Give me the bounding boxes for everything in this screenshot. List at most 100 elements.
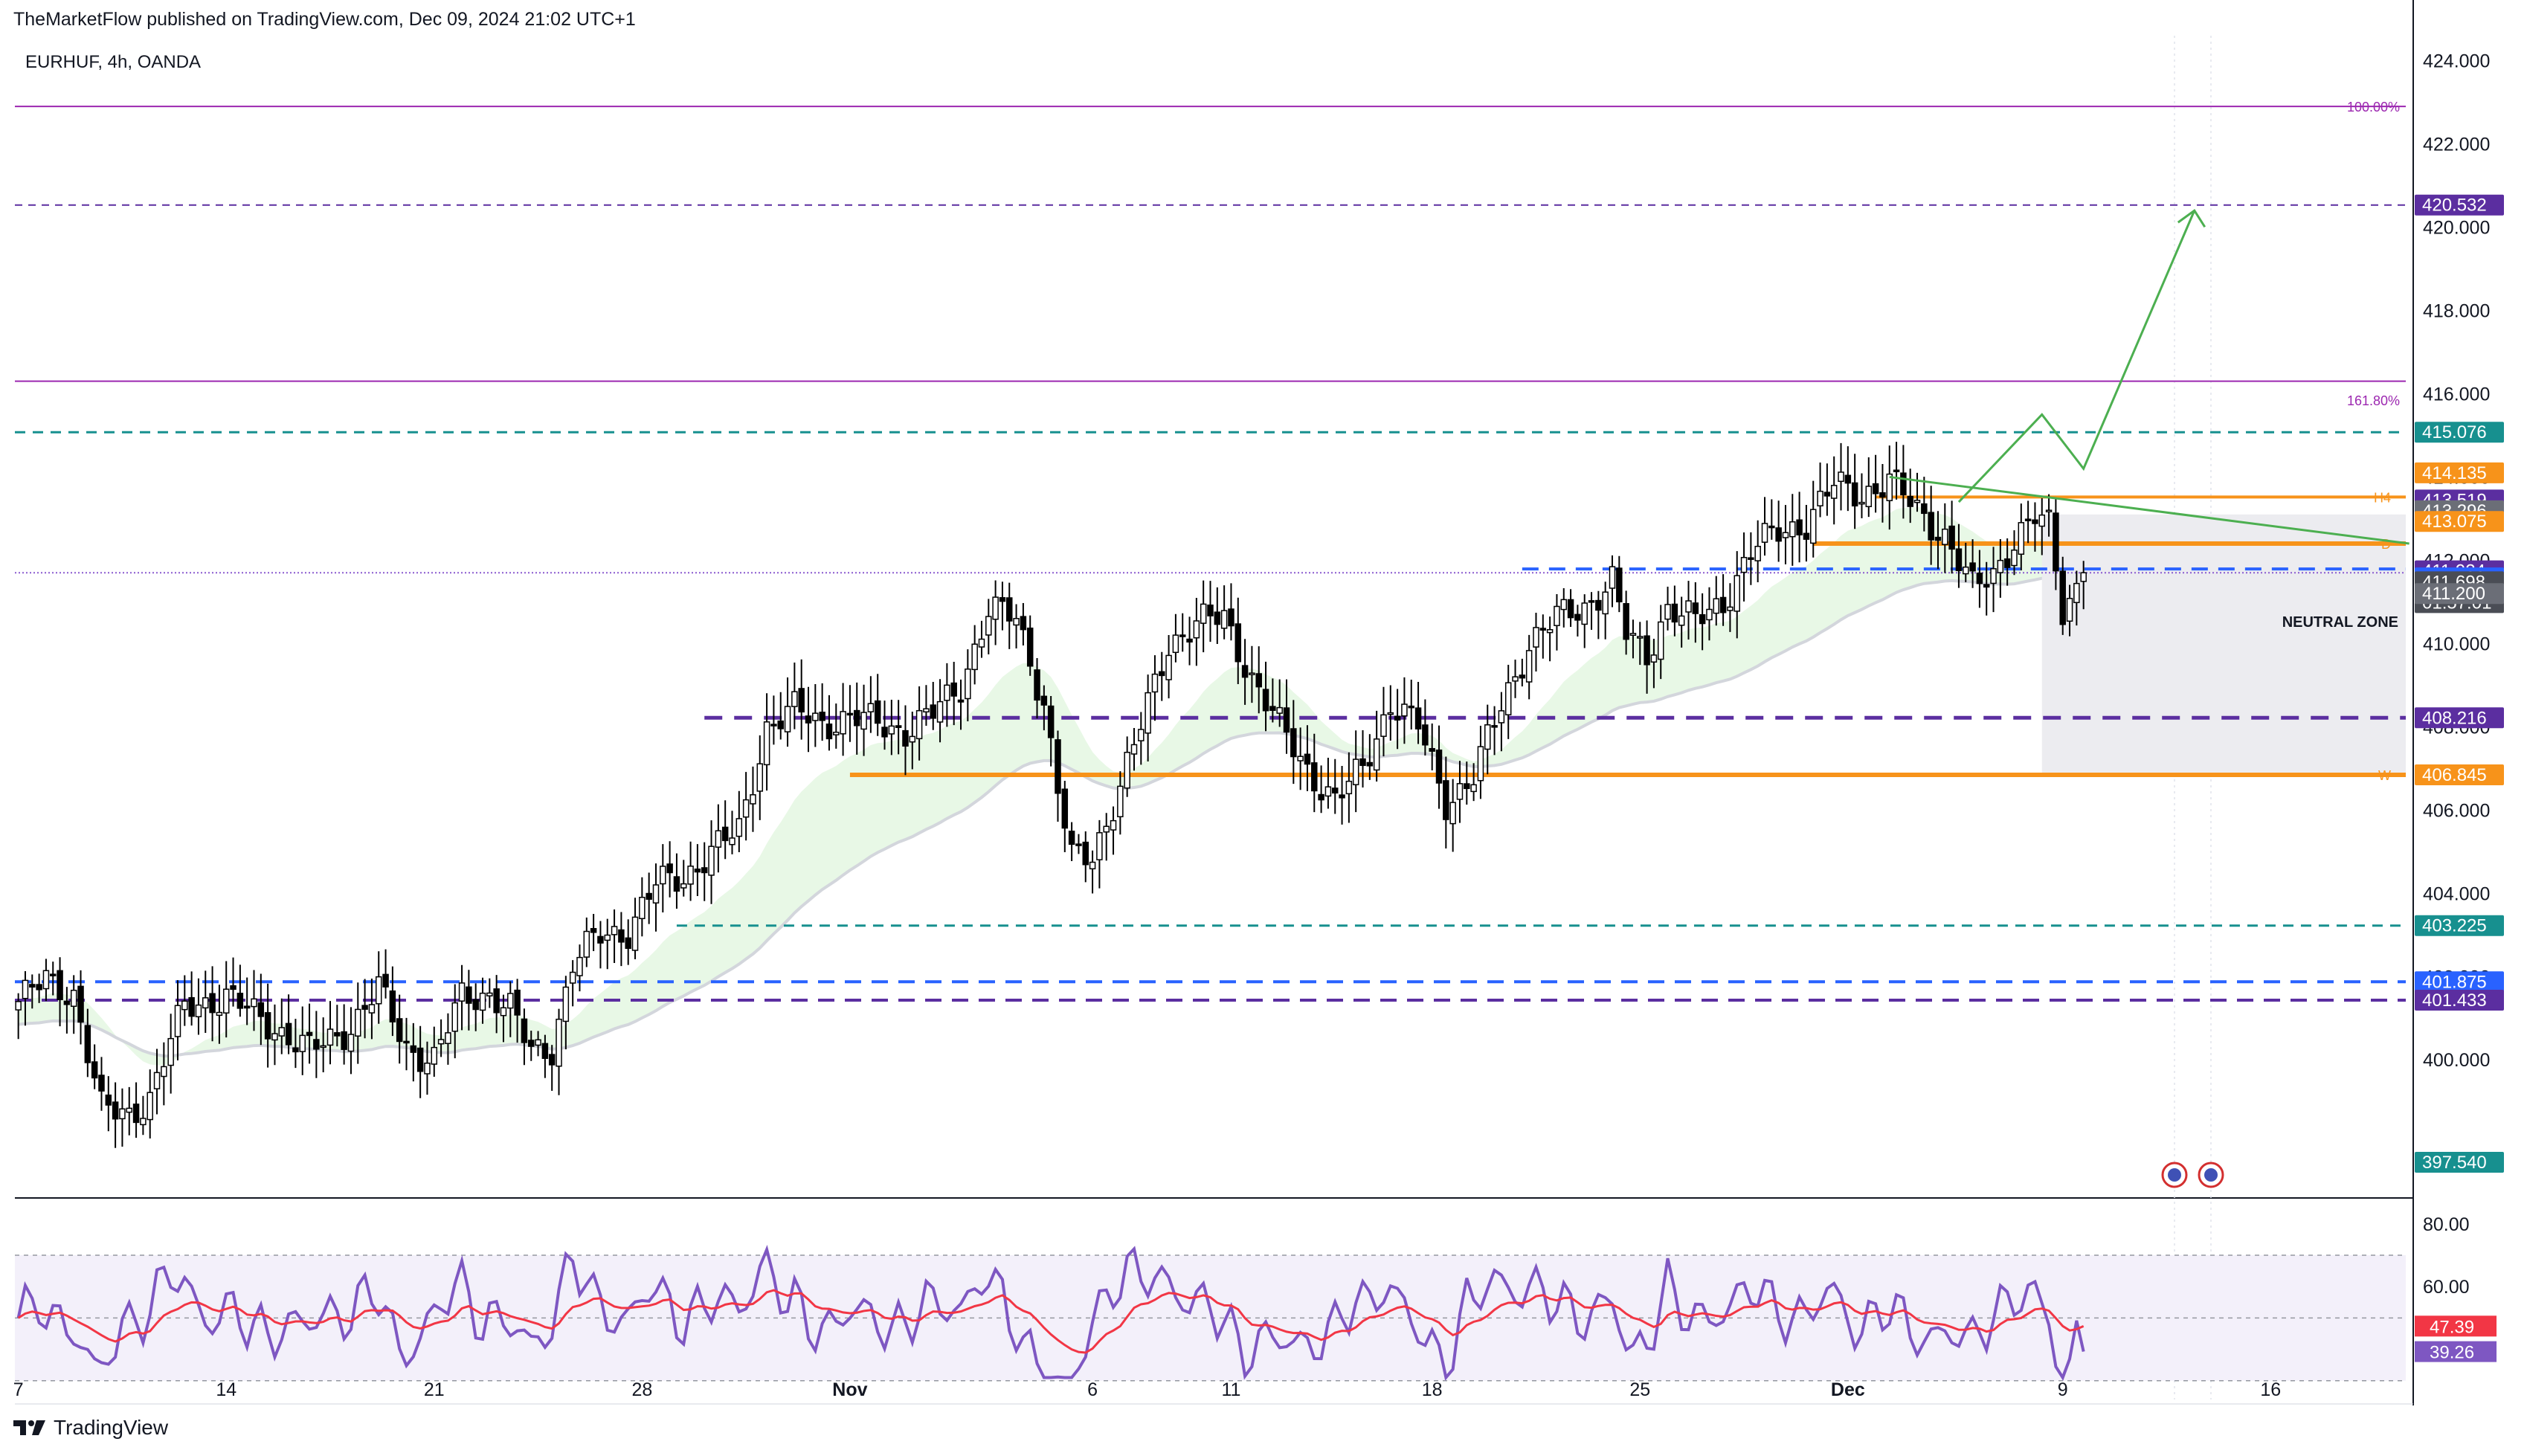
footer-brand-label: TradingView <box>54 1416 169 1439</box>
candle-down <box>625 937 631 950</box>
candle-up <box>451 1002 458 1032</box>
candle-down <box>1692 602 1699 614</box>
candle-down <box>1976 573 1983 584</box>
neutral-zone-box <box>2041 514 2406 773</box>
candle-up <box>2038 514 2046 527</box>
candle-down <box>29 984 36 988</box>
candle-down <box>466 986 472 1004</box>
candle-up <box>1220 610 1228 629</box>
candle-down <box>1394 715 1401 721</box>
candle-down <box>930 704 936 719</box>
candle-up <box>965 669 971 700</box>
candle-down <box>1234 623 1242 663</box>
candle-down <box>957 699 965 703</box>
candle-down <box>1082 841 1089 866</box>
price-badge <box>2415 194 2504 216</box>
candle-down <box>846 712 854 716</box>
candle-up <box>1838 471 1844 483</box>
candle-down <box>1311 762 1318 792</box>
candle-up <box>500 1007 507 1017</box>
time-tick-label: Dec <box>1831 1379 1865 1400</box>
candle-down <box>548 1054 556 1066</box>
price-badge-label: 408.216 <box>2422 708 2487 728</box>
candle-up <box>867 703 875 712</box>
candle-down <box>701 867 708 874</box>
neutral-zone-label: NEUTRAL ZONE <box>2282 614 2398 631</box>
price-badge-label: 397.540 <box>2422 1153 2487 1173</box>
candle-down <box>292 1047 299 1053</box>
time-tick-label: 18 <box>1422 1379 1443 1400</box>
candle-down <box>1519 674 1526 679</box>
candle-down <box>77 985 84 1023</box>
candle-down <box>1671 603 1678 623</box>
candle-down <box>1921 503 1928 515</box>
price-badge-label: 413.075 <box>2422 512 2487 532</box>
price-badge <box>2415 422 2504 443</box>
candle-up <box>569 971 576 984</box>
candle-down <box>1872 483 1879 495</box>
rsi-value: 39.26 <box>2430 1343 2474 1363</box>
candle-down <box>306 1031 313 1037</box>
candle-up <box>119 1108 126 1120</box>
candle-up <box>181 1000 188 1011</box>
candle-up <box>2018 522 2025 555</box>
candle-down <box>1075 843 1082 846</box>
candle-up <box>2073 582 2080 604</box>
candle-down <box>1366 761 1374 767</box>
candle-down <box>1255 673 1262 688</box>
candle-up <box>784 706 791 732</box>
candle-down <box>1026 627 1034 667</box>
candle-down <box>132 1104 140 1124</box>
candle-up <box>458 982 466 1002</box>
candle-down <box>188 996 195 1017</box>
candle-up <box>147 1092 153 1121</box>
candle-down <box>1414 707 1422 729</box>
candle-down <box>1616 567 1623 602</box>
footer-brand[interactable]: TradingView <box>13 1416 168 1440</box>
candle-down <box>341 1031 347 1050</box>
candle-up <box>22 979 29 999</box>
candle-up <box>639 896 646 920</box>
trend-line <box>1889 475 2409 545</box>
candle-up <box>860 712 867 730</box>
price-axis: 400.000402.000404.000406.000408.000410.0… <box>2415 51 2504 1173</box>
candle-up <box>1200 603 1207 624</box>
price-badge-label: 414.135 <box>2422 463 2487 483</box>
candle-down <box>63 1000 71 1005</box>
candle-up <box>1809 509 1817 544</box>
candle-down <box>1623 603 1629 640</box>
candle-down <box>1796 519 1803 535</box>
candle-down <box>902 729 909 747</box>
candle-up <box>888 725 895 735</box>
candle-up <box>2011 550 2018 567</box>
candle-down <box>825 723 833 740</box>
candle-up <box>1657 621 1664 660</box>
candle-up <box>216 1011 223 1017</box>
candle-up <box>583 930 590 958</box>
candle-down <box>673 876 680 892</box>
candle-down <box>2053 512 2059 572</box>
fib-161-label: 161.80% <box>2347 393 2400 408</box>
candle-down <box>1900 472 1907 496</box>
candle-up <box>355 1008 361 1037</box>
price-badge <box>2415 583 2504 605</box>
candle-down <box>1269 706 1276 711</box>
candle-up <box>1581 602 1588 625</box>
price-tick-label: 404.000 <box>2423 883 2490 904</box>
candle-up <box>1096 832 1103 860</box>
price-badge <box>2415 462 2504 483</box>
candle-up <box>971 643 978 671</box>
price-tick-label: 410.000 <box>2423 634 2490 654</box>
candle-up <box>1165 654 1172 680</box>
candle-down <box>881 727 888 738</box>
candle-up <box>1706 608 1713 621</box>
candle-up <box>1664 604 1671 620</box>
candle-up <box>556 1018 562 1067</box>
neutral-zone: NEUTRAL ZONE <box>2041 514 2406 773</box>
candle-down <box>1331 787 1339 794</box>
candle-up <box>978 638 985 648</box>
candle-up <box>271 1033 278 1041</box>
candle-down <box>528 1040 535 1047</box>
candle-up <box>153 1072 161 1089</box>
